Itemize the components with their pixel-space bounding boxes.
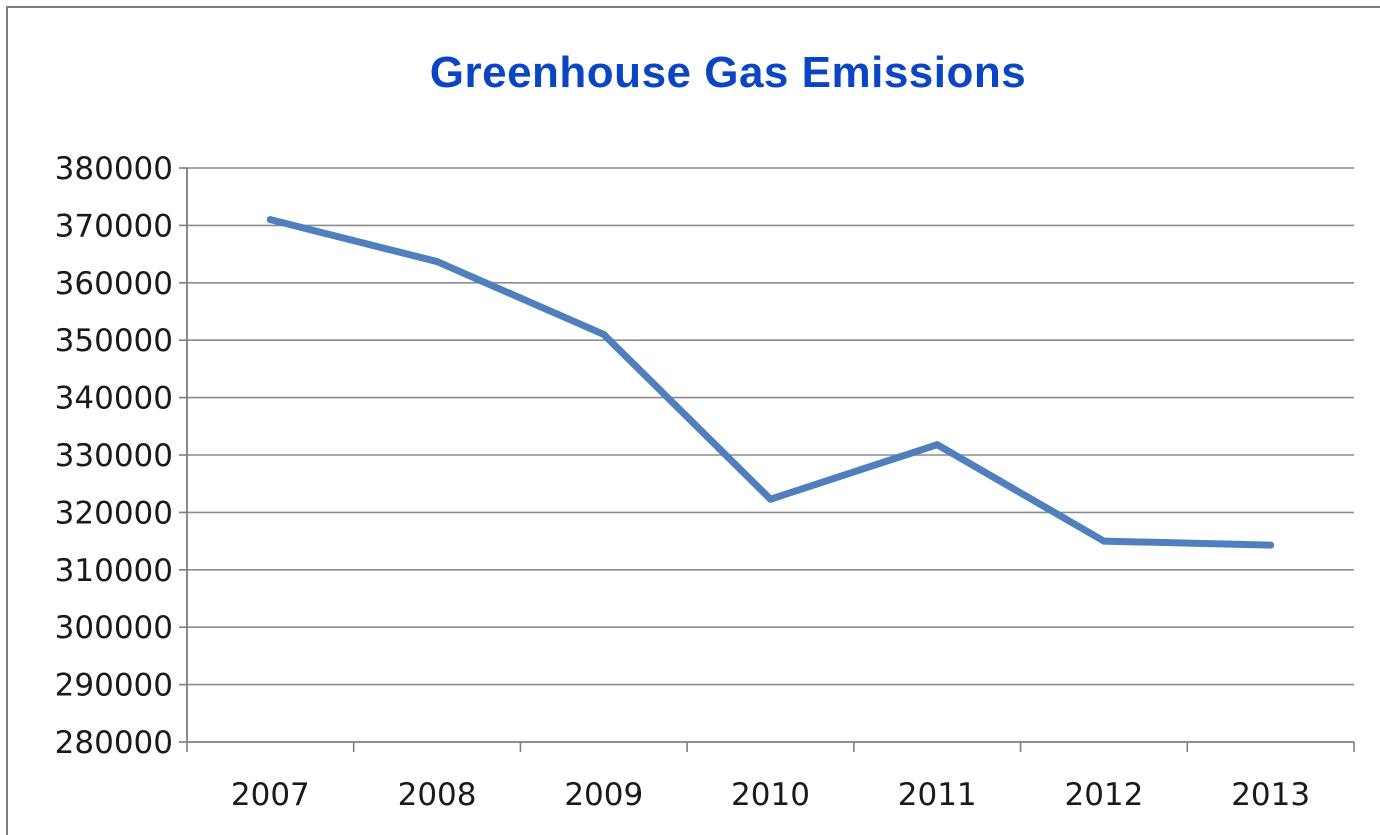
data-point xyxy=(600,330,608,338)
y-tick-label: 330000 xyxy=(55,438,173,474)
x-tick-labels: 2007 2008 2009 2010 2011 2012 2013 xyxy=(231,777,1310,813)
x-tick-label: 2009 xyxy=(564,777,643,813)
series-layer xyxy=(266,216,1275,549)
data-point xyxy=(1267,541,1275,549)
y-tick-label: 360000 xyxy=(55,266,173,302)
y-tick-label: 310000 xyxy=(55,553,173,589)
x-tick-label: 2007 xyxy=(231,777,310,813)
y-tick-labels: 280000 290000 300000 310000 320000 330000 3400… xyxy=(55,151,173,761)
axes xyxy=(179,167,1355,752)
y-tick-label: 320000 xyxy=(55,495,173,531)
x-tick-label: 2013 xyxy=(1231,777,1310,813)
data-point xyxy=(1100,537,1108,545)
y-tick-label: 370000 xyxy=(55,208,173,244)
data-point xyxy=(933,441,941,449)
x-tick-label: 2012 xyxy=(1064,777,1143,813)
data-point xyxy=(433,258,441,266)
y-tick-label: 280000 xyxy=(55,725,173,761)
y-tick-label: 300000 xyxy=(55,610,173,646)
y-tick-label: 340000 xyxy=(55,381,173,417)
data-point xyxy=(767,495,774,503)
y-tick-label: 350000 xyxy=(55,323,173,359)
x-tick-label: 2011 xyxy=(898,777,977,813)
chart-title: Greenhouse Gas Emissions xyxy=(429,48,1027,97)
y-tick-label: 290000 xyxy=(55,668,173,704)
x-tick-label: 2008 xyxy=(398,777,477,813)
data-point xyxy=(266,216,274,224)
x-tick-label: 2010 xyxy=(731,777,810,813)
gridlines xyxy=(187,167,1354,686)
y-tick-label: 380000 xyxy=(55,151,173,187)
